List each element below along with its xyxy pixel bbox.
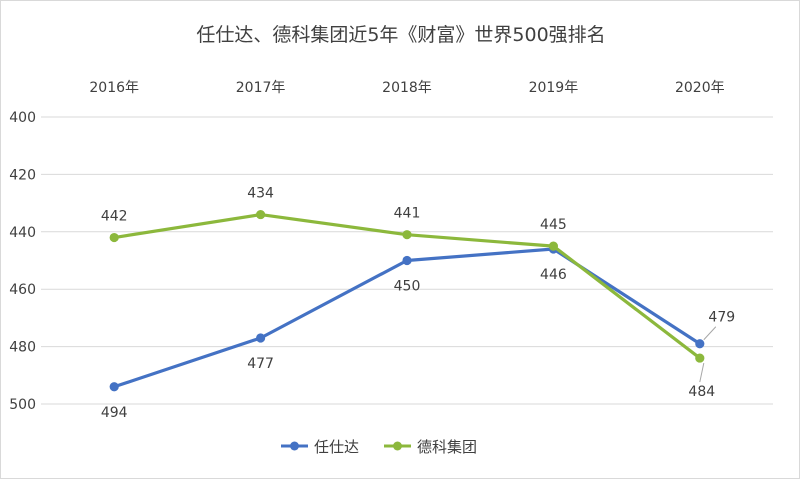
data-point bbox=[402, 255, 412, 266]
data-label: 445 bbox=[540, 217, 567, 233]
data-point bbox=[695, 339, 705, 349]
data-label: 446 bbox=[540, 267, 567, 283]
data-label: 484 bbox=[688, 384, 715, 400]
x-tick-label: 2017年 bbox=[236, 80, 286, 96]
leader-line bbox=[699, 362, 705, 383]
y-tick-label: 420 bbox=[9, 167, 36, 183]
data-point bbox=[109, 382, 119, 392]
data-point bbox=[256, 209, 266, 220]
data-label: 442 bbox=[101, 209, 128, 225]
data-point bbox=[695, 353, 705, 363]
data-label: 494 bbox=[101, 405, 128, 421]
x-tick-label: 2018年 bbox=[382, 80, 432, 96]
legend-swatch-marker bbox=[393, 441, 402, 451]
x-tick-label: 2020年 bbox=[675, 80, 725, 96]
y-tick-label: 480 bbox=[9, 340, 36, 356]
x-tick-label: 2019年 bbox=[529, 80, 579, 96]
data-label: 479 bbox=[708, 310, 735, 326]
legend-item: 德科集团 bbox=[384, 438, 477, 456]
x-axis: 2016年 2017年 2018年 2019年 2020年 bbox=[89, 80, 724, 96]
x-tick-label: 2016年 bbox=[89, 80, 139, 96]
legend-label: 任仕达 bbox=[314, 438, 359, 456]
data-point bbox=[256, 333, 266, 343]
data-point bbox=[402, 230, 412, 240]
series-2: 442 434 441 445 484 bbox=[101, 186, 715, 400]
data-label: 441 bbox=[394, 206, 421, 222]
data-label: 477 bbox=[247, 356, 274, 372]
chart-title: 任仕达、德科集团近5年《财富》世界500强排名 bbox=[196, 24, 605, 46]
series-layer: 494 477 450 446 479 442 434 441 445 484 bbox=[101, 186, 735, 421]
y-tick-label: 500 bbox=[9, 397, 36, 413]
y-axis: 400 420 440 460 480 500 bbox=[9, 110, 36, 413]
legend-swatch-marker bbox=[290, 441, 299, 451]
data-label: 450 bbox=[394, 279, 421, 295]
legend-label: 德科集团 bbox=[417, 438, 477, 456]
y-tick-label: 460 bbox=[9, 282, 36, 298]
leader-line bbox=[703, 326, 717, 341]
data-label: 434 bbox=[247, 186, 274, 202]
data-point bbox=[548, 241, 559, 251]
y-tick-label: 440 bbox=[9, 225, 36, 241]
series-line bbox=[112, 247, 702, 389]
series-1: 494 477 450 446 479 bbox=[101, 244, 735, 421]
data-point bbox=[109, 232, 119, 243]
y-tick-label: 400 bbox=[9, 110, 36, 126]
legend-item: 任仕达 bbox=[281, 438, 359, 456]
legend: 任仕达 德科集团 bbox=[281, 438, 477, 456]
